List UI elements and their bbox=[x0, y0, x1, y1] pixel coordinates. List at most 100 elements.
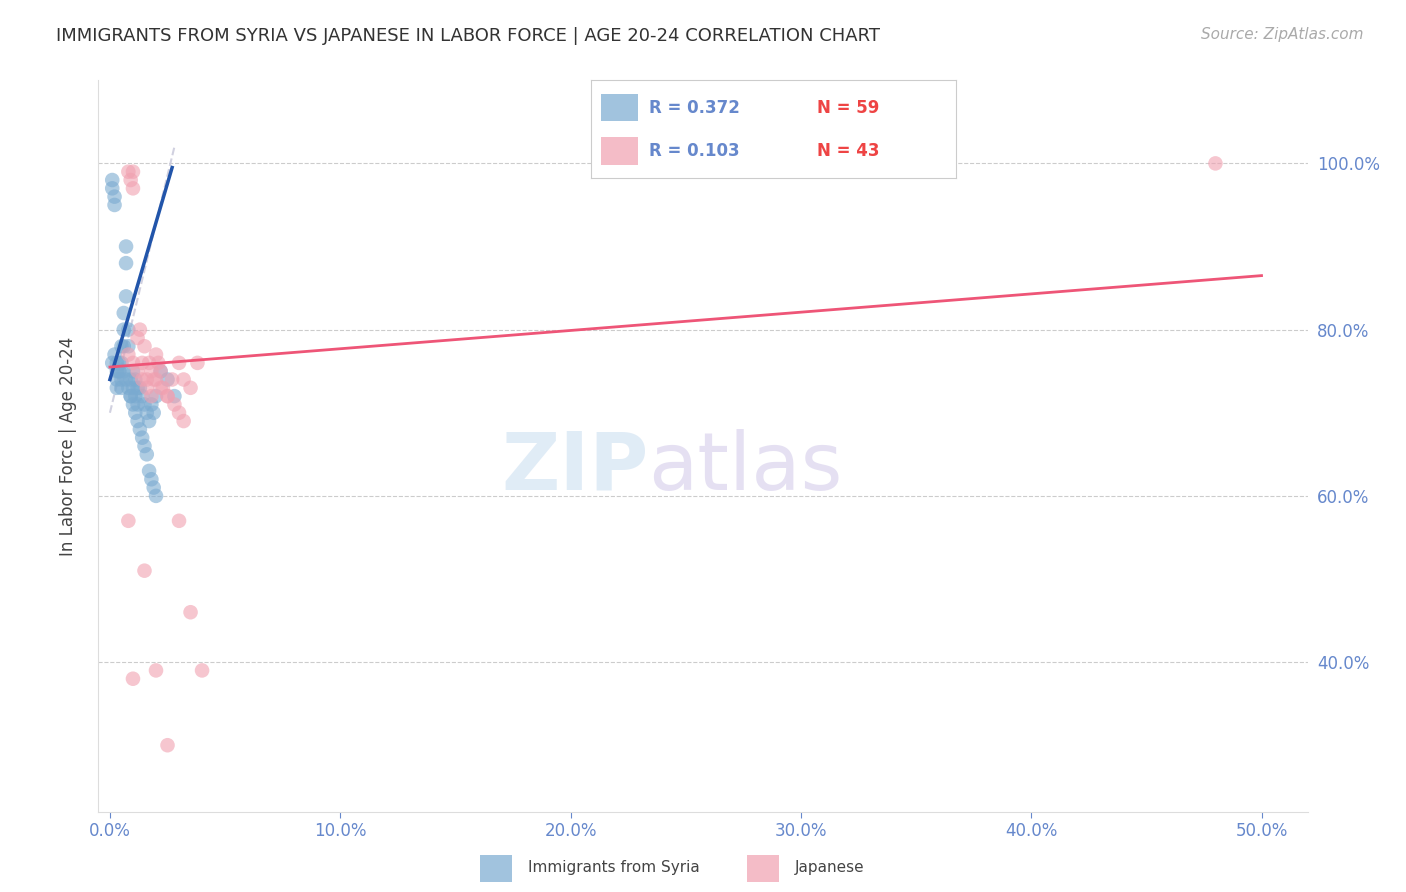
Point bbox=[122, 165, 145, 179]
Point bbox=[124, 406, 146, 420]
Point bbox=[134, 339, 156, 353]
Point bbox=[138, 464, 160, 478]
Point bbox=[131, 431, 153, 445]
Point bbox=[101, 356, 124, 370]
Bar bbox=[747, 855, 779, 881]
Point bbox=[122, 181, 145, 195]
Point bbox=[134, 439, 156, 453]
Point bbox=[156, 389, 179, 403]
Point bbox=[103, 189, 125, 203]
Point bbox=[141, 364, 163, 378]
Text: Immigrants from Syria: Immigrants from Syria bbox=[529, 860, 700, 875]
Point bbox=[148, 356, 170, 370]
Point bbox=[112, 339, 135, 353]
Point bbox=[112, 306, 135, 320]
Point bbox=[120, 173, 142, 187]
Point bbox=[105, 364, 128, 378]
Text: N = 43: N = 43 bbox=[817, 142, 880, 160]
Point bbox=[127, 364, 149, 378]
Point bbox=[128, 381, 150, 395]
Point bbox=[108, 364, 131, 378]
Point bbox=[122, 672, 145, 686]
Point bbox=[122, 364, 145, 378]
Point bbox=[101, 173, 124, 187]
Point bbox=[134, 397, 156, 411]
Point bbox=[142, 481, 165, 495]
Point bbox=[124, 389, 146, 403]
Point bbox=[110, 381, 132, 395]
Point bbox=[128, 323, 150, 337]
Point bbox=[149, 381, 172, 395]
Point bbox=[1204, 156, 1226, 170]
Point bbox=[156, 738, 179, 752]
Text: R = 0.103: R = 0.103 bbox=[650, 142, 740, 160]
Text: R = 0.372: R = 0.372 bbox=[650, 99, 740, 117]
Point bbox=[141, 389, 163, 403]
Point bbox=[138, 356, 160, 370]
Point bbox=[127, 397, 149, 411]
Point bbox=[141, 397, 163, 411]
Text: Source: ZipAtlas.com: Source: ZipAtlas.com bbox=[1201, 27, 1364, 42]
Point bbox=[127, 331, 149, 345]
Text: atlas: atlas bbox=[648, 429, 844, 507]
Point bbox=[134, 564, 156, 578]
Point bbox=[103, 348, 125, 362]
Point bbox=[108, 356, 131, 370]
Point bbox=[122, 381, 145, 395]
Point bbox=[110, 372, 132, 386]
Point bbox=[180, 605, 202, 619]
Point bbox=[115, 289, 138, 303]
Point bbox=[117, 514, 139, 528]
Point bbox=[122, 397, 145, 411]
Point bbox=[112, 323, 135, 337]
Point bbox=[115, 239, 138, 253]
Point bbox=[135, 381, 157, 395]
Point bbox=[131, 389, 153, 403]
Point bbox=[112, 364, 135, 378]
Point bbox=[105, 356, 128, 370]
Point bbox=[135, 372, 157, 386]
Text: IMMIGRANTS FROM SYRIA VS JAPANESE IN LABOR FORCE | AGE 20-24 CORRELATION CHART: IMMIGRANTS FROM SYRIA VS JAPANESE IN LAB… bbox=[56, 27, 880, 45]
Point bbox=[117, 381, 139, 395]
Point bbox=[124, 372, 146, 386]
Y-axis label: In Labor Force | Age 20-24: In Labor Force | Age 20-24 bbox=[59, 336, 77, 556]
Point bbox=[120, 389, 142, 403]
Point bbox=[127, 381, 149, 395]
Point bbox=[163, 389, 186, 403]
Point bbox=[145, 664, 167, 678]
Point bbox=[117, 165, 139, 179]
Point bbox=[131, 372, 153, 386]
Point bbox=[186, 356, 208, 370]
Point bbox=[180, 381, 202, 395]
Bar bbox=[602, 94, 638, 121]
Point bbox=[141, 472, 163, 486]
Point bbox=[122, 356, 145, 370]
Point bbox=[135, 447, 157, 461]
Point bbox=[142, 406, 165, 420]
Point bbox=[105, 381, 128, 395]
Point bbox=[117, 323, 139, 337]
Point bbox=[115, 372, 138, 386]
Point bbox=[156, 389, 179, 403]
Point bbox=[142, 372, 165, 386]
Point bbox=[163, 397, 186, 411]
Point bbox=[127, 414, 149, 428]
Point bbox=[101, 181, 124, 195]
Point bbox=[160, 372, 183, 386]
Point bbox=[120, 389, 142, 403]
Bar bbox=[602, 137, 638, 165]
Point bbox=[152, 381, 174, 395]
Point bbox=[117, 339, 139, 353]
Point bbox=[105, 372, 128, 386]
Bar bbox=[479, 855, 512, 881]
Point bbox=[131, 356, 153, 370]
Point bbox=[135, 406, 157, 420]
Point bbox=[173, 414, 195, 428]
Point bbox=[115, 256, 138, 270]
Point bbox=[145, 389, 167, 403]
Point bbox=[149, 364, 172, 378]
Text: Japanese: Japanese bbox=[796, 860, 865, 875]
Point bbox=[167, 514, 190, 528]
Point bbox=[149, 364, 172, 378]
Point bbox=[167, 356, 190, 370]
